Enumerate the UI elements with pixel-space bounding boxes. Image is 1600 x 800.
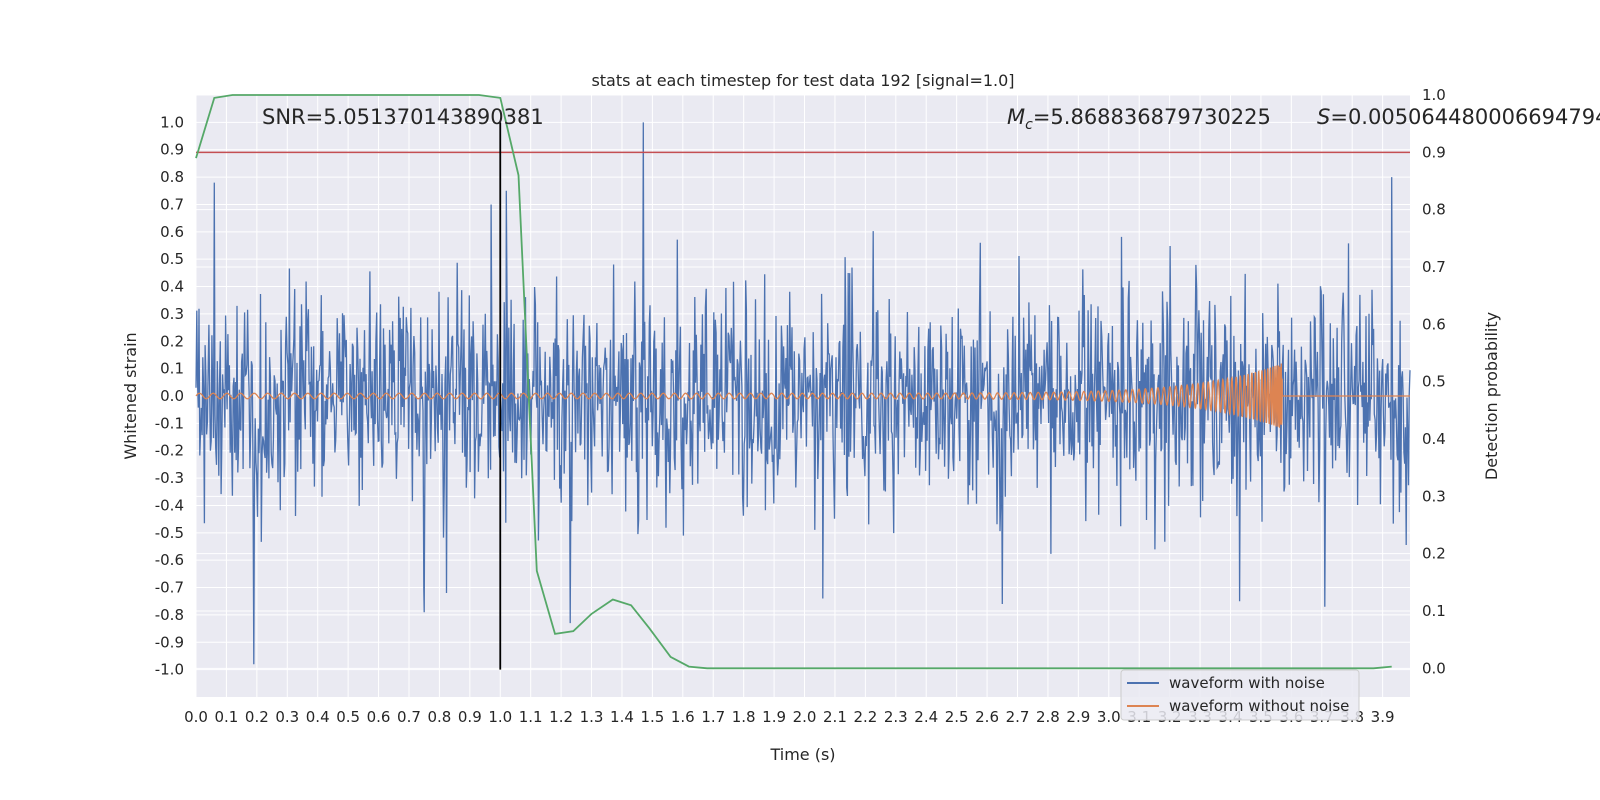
x-tick-label: 1.3 xyxy=(580,708,604,726)
legend-label-noise: waveform with noise xyxy=(1169,674,1325,692)
y-tick-label-left: -0.4 xyxy=(155,496,184,514)
y-tick-label-right: 0.2 xyxy=(1422,545,1446,563)
overlay-lines xyxy=(195,94,1410,670)
y-tick-label-left: -0.3 xyxy=(155,469,184,487)
x-tick-label: 2.5 xyxy=(945,708,969,726)
x-tick-label: 2.7 xyxy=(1006,708,1030,726)
chirp-mass-annotation: Mc=5.868836879730225 xyxy=(1007,105,1271,133)
x-tick-label: 0.0 xyxy=(184,708,208,726)
y-tick-label-right: 0.8 xyxy=(1422,201,1446,219)
y-tick-label-left: 0.7 xyxy=(160,195,184,213)
x-tick-label: 2.6 xyxy=(975,708,999,726)
y-axis-label-right: Detection probability xyxy=(1482,312,1501,480)
y-tick-label-left: 0.9 xyxy=(160,141,184,159)
y-tick-label-left: 0.6 xyxy=(160,223,184,241)
y-tick-label-left: 0.5 xyxy=(160,250,184,268)
y-axis-label-left: Whitened strain xyxy=(121,332,140,459)
clean-line xyxy=(195,363,1410,428)
x-tick-label: 0.6 xyxy=(367,708,391,726)
x-tick-label: 2.8 xyxy=(1036,708,1060,726)
x-tick-label: 1.6 xyxy=(671,708,695,726)
y-tick-label-left: -0.8 xyxy=(155,606,184,624)
x-tick-label: 1.5 xyxy=(640,708,664,726)
s-value: =0.005064480006694794 xyxy=(1330,105,1600,129)
chirp-mass-subscript: c xyxy=(1025,117,1033,133)
y-tick-label-left: 0.1 xyxy=(160,360,184,378)
y-tick-label-left: -0.5 xyxy=(155,524,184,542)
x-tick-label: 2.2 xyxy=(853,708,877,726)
x-tick-label: 0.3 xyxy=(275,708,299,726)
grid-lines xyxy=(195,94,1410,697)
x-tick-label: 2.4 xyxy=(914,708,938,726)
x-tick-label: 0.5 xyxy=(336,708,360,726)
s-annotation: S=0.005064480006694794 xyxy=(1317,105,1600,129)
x-tick-label: 2.0 xyxy=(793,708,817,726)
x-tick-label: 2.1 xyxy=(823,708,847,726)
x-tick-label: 3.9 xyxy=(1371,708,1395,726)
y-tick-label-left: 0.8 xyxy=(160,168,184,186)
clean-series xyxy=(195,363,1410,428)
y-tick-label-right: 0.4 xyxy=(1422,430,1446,448)
probability-line xyxy=(195,94,1392,670)
y-tick-label-right: 0.9 xyxy=(1422,143,1446,161)
x-tick-label: 0.4 xyxy=(306,708,330,726)
x-tick-label: 0.1 xyxy=(214,708,238,726)
y-tick-label-right: 0.1 xyxy=(1422,602,1446,620)
x-tick-label: 1.1 xyxy=(519,708,543,726)
y-tick-label-right: 0.7 xyxy=(1422,258,1446,276)
legend-box xyxy=(1120,669,1360,721)
y-tick-label-left: -0.9 xyxy=(155,633,184,651)
y-tick-label-left: 0.3 xyxy=(160,305,184,323)
y-tick-label-left: 0.2 xyxy=(160,332,184,350)
x-tick-label: 1.2 xyxy=(549,708,573,726)
x-tick-label: 1.0 xyxy=(488,708,512,726)
x-tick-label: 2.3 xyxy=(884,708,908,726)
x-tick-label: 1.8 xyxy=(732,708,756,726)
x-tick-label: 2.9 xyxy=(1066,708,1090,726)
chart-title: stats at each timestep for test data 192… xyxy=(591,71,1014,90)
x-tick-label: 0.9 xyxy=(458,708,482,726)
y-tick-label-right: 0.5 xyxy=(1422,373,1446,391)
y-tick-label-right: 0.6 xyxy=(1422,315,1446,333)
chirp-mass-value: =5.868836879730225 xyxy=(1033,105,1271,129)
x-tick-label: 0.8 xyxy=(427,708,451,726)
x-tick-label: 0.2 xyxy=(245,708,269,726)
y-tick-label-left: -0.6 xyxy=(155,551,184,569)
legend-label-clean: waveform without noise xyxy=(1169,697,1349,715)
y-tick-label-left: 0.4 xyxy=(160,278,184,296)
y-tick-label-left: 1.0 xyxy=(160,113,184,131)
x-axis-label: Time (s) xyxy=(769,745,835,764)
chirp-mass-symbol: M xyxy=(1007,105,1025,129)
x-tick-label: 0.7 xyxy=(397,708,421,726)
x-tick-label: 1.9 xyxy=(762,708,786,726)
y-tick-label-left: -0.7 xyxy=(155,579,184,597)
x-tick-label: 1.7 xyxy=(701,708,725,726)
y-tick-label-left: -1.0 xyxy=(155,661,184,679)
y-tick-label-left: -0.2 xyxy=(155,442,184,460)
y-tick-label-right: 1.0 xyxy=(1422,86,1446,104)
y-tick-label-right: 0.0 xyxy=(1422,659,1446,677)
tick-labels: 0.0 0.1 0.2 0.3 0.4 0.5 0.6 0.7 0.8 0.9 1.0 1.1 1.2 1… xyxy=(155,86,1446,726)
x-tick-label: 3.0 xyxy=(1097,708,1121,726)
y-tick-label-left: -0.1 xyxy=(155,414,184,432)
y-tick-label-left: 0.0 xyxy=(160,387,184,405)
y-tick-label-right: 0.3 xyxy=(1422,487,1446,505)
x-tick-label: 1.4 xyxy=(610,708,634,726)
legend: waveform with noise waveform without noi… xyxy=(1120,669,1360,721)
snr-annotation: SNR=5.051370143890381 xyxy=(262,105,544,129)
s-symbol: S xyxy=(1317,105,1330,129)
